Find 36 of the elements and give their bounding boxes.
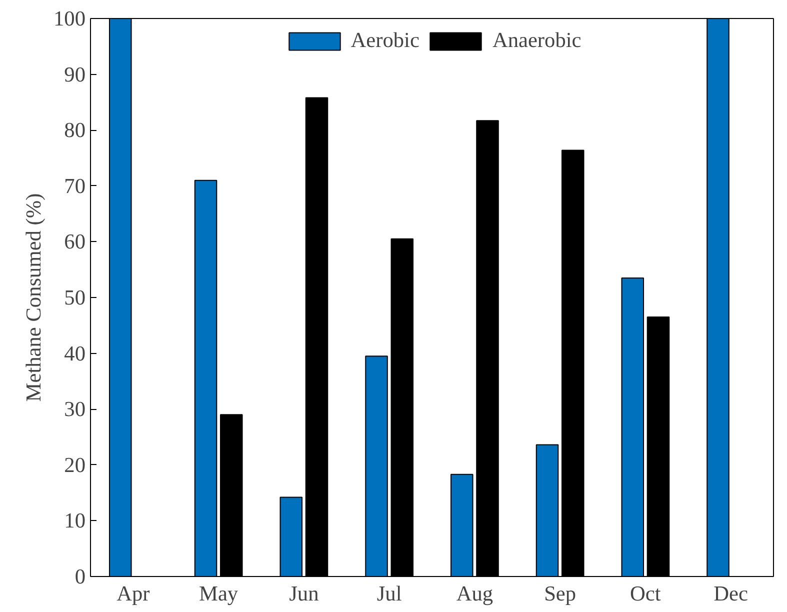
bar	[194, 180, 218, 576]
x-tick-label: Jul	[376, 582, 402, 606]
bar	[220, 414, 243, 576]
x-tick-label: Apr	[116, 582, 150, 606]
bar	[280, 496, 303, 576]
bar	[561, 150, 584, 576]
y-tick-label: 100	[54, 6, 86, 30]
bar	[108, 18, 132, 576]
x-tick-label: Dec	[714, 582, 748, 606]
y-tick-label: 50	[64, 286, 86, 310]
x-tick-label: May	[199, 582, 238, 606]
y-tick-label: 70	[64, 174, 86, 198]
bar	[536, 444, 559, 576]
bar	[450, 474, 474, 576]
legend-label: Aerobic	[350, 28, 420, 53]
x-tick-label: Aug	[456, 582, 494, 606]
y-tick-label: 10	[64, 508, 86, 533]
bar	[706, 18, 730, 576]
bar	[646, 316, 670, 576]
bar	[365, 356, 388, 576]
y-tick-label: 0	[74, 564, 86, 588]
y-axis-title: Methane Consumed (%)	[22, 193, 46, 402]
y-tick-label: 90	[64, 62, 86, 86]
y-tick-label: 60	[64, 230, 86, 254]
y-tick-label: 80	[64, 118, 86, 142]
bar	[305, 97, 328, 576]
bar	[390, 238, 414, 576]
bar	[476, 120, 499, 576]
legend-label: Anaerobic	[492, 28, 582, 53]
bar	[621, 277, 644, 576]
x-tick-label: Jun	[289, 582, 320, 606]
x-tick-label: Sep	[544, 582, 576, 606]
x-tick-label: Oct	[630, 582, 661, 606]
y-tick-label: 30	[64, 397, 86, 422]
y-tick-label: 20	[64, 452, 86, 477]
y-tick-label: 40	[64, 341, 86, 366]
